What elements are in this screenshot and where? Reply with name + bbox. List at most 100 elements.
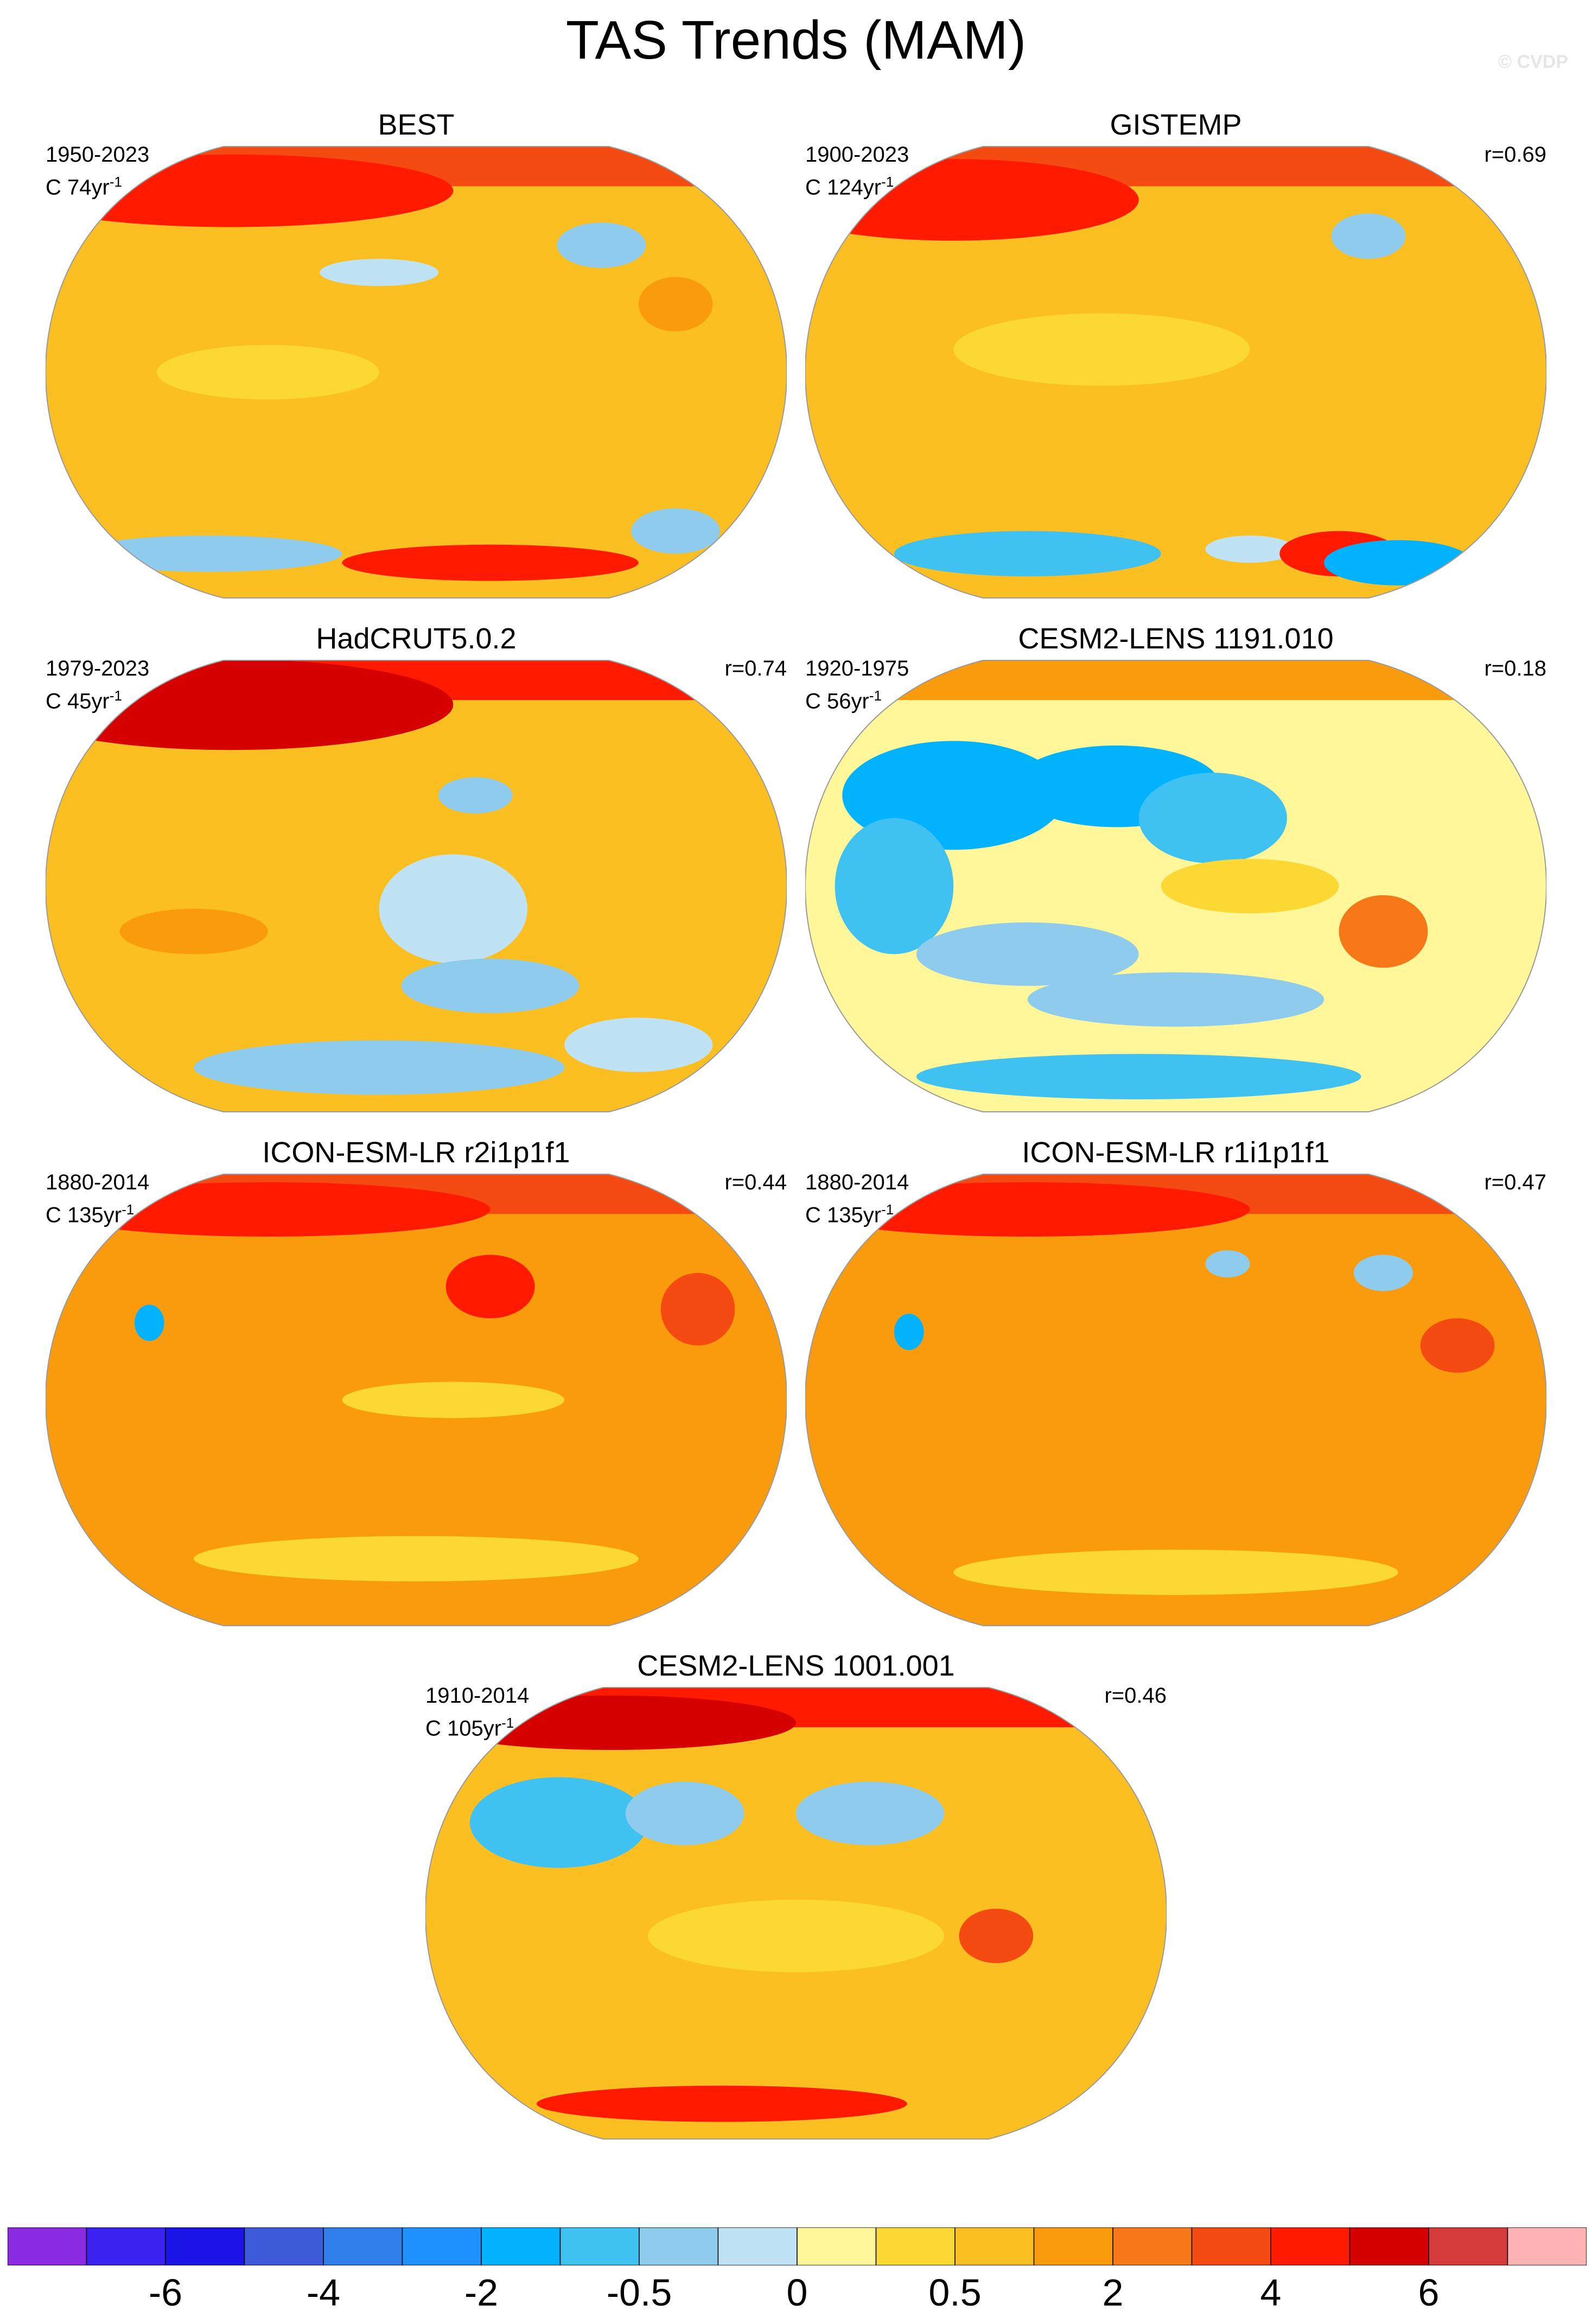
- trend-region: [660, 1272, 735, 1346]
- trend-region: [916, 1054, 1361, 1099]
- map-field: [805, 146, 1546, 598]
- colorbar-swatch: [639, 2227, 719, 2265]
- trend-region: [194, 1040, 565, 1095]
- trend-region: [953, 313, 1250, 386]
- map-panel: ICON-ESM-LR r2i1p1f1 1880-2014 C 135yr-1 r=…: [46, 1136, 787, 1627]
- map-outline: [46, 146, 787, 598]
- panel-title: CESM2-LENS 1191.010: [1018, 622, 1334, 655]
- colorbar-tick-label: 6: [1418, 2271, 1440, 2314]
- map-field: [46, 146, 787, 598]
- colorbar-labels: -6 -4 -2 -0.5 0 0.5 2 4 6: [8, 2268, 1587, 2322]
- panel-correlation: r=0.18: [1484, 657, 1546, 680]
- colorbar-tick-label: -0.5: [606, 2271, 672, 2314]
- trend-region: [342, 1381, 565, 1418]
- trend-region: [959, 1908, 1034, 1963]
- colorbar-swatch: [323, 2227, 403, 2265]
- panel-title: ICON-ESM-LR r2i1p1f1: [262, 1136, 570, 1169]
- trend-region: [916, 922, 1139, 986]
- map-outline: [46, 1174, 787, 1626]
- trend-region: [638, 277, 713, 332]
- trend-region: [75, 535, 342, 572]
- panel-period: 1920-1975: [805, 657, 909, 680]
- arctic-band: [805, 660, 1546, 701]
- panel-title: BEST: [378, 109, 455, 141]
- panel-period: 1880-2014: [805, 1170, 909, 1194]
- map-field: [805, 660, 1546, 1112]
- map-outline: [805, 660, 1546, 1112]
- colorbar-swatch: [165, 2227, 245, 2265]
- map-field: [805, 1174, 1546, 1626]
- watermark: © CVDP: [1498, 52, 1568, 72]
- panel-meta: 1950-2023 C 74yr-1: [46, 141, 149, 201]
- panel-correlation: r=0.47: [1484, 1170, 1546, 1194]
- colorbar-swatch: [1270, 2227, 1351, 2265]
- trend-region: [1161, 858, 1339, 914]
- trend-region: [320, 259, 438, 286]
- colorbar-tick-label: 2: [1102, 2271, 1124, 2314]
- panel-coverage: C 135yr-1: [805, 1201, 894, 1227]
- trend-region: [536, 2085, 907, 2122]
- panel-coverage: C 74yr-1: [46, 174, 122, 200]
- trend-region: [1324, 540, 1473, 585]
- trend-region: [1138, 773, 1287, 864]
- colorbar-tick-label: 0: [786, 2271, 808, 2314]
- trend-region: [835, 818, 954, 954]
- trend-region: [1331, 213, 1406, 259]
- trend-region: [625, 1781, 744, 1845]
- trend-region: [445, 1255, 535, 1319]
- trend-region: [1205, 535, 1295, 563]
- colorbar-swatch: [717, 2227, 798, 2265]
- panel-coverage: C 56yr-1: [805, 687, 882, 714]
- panel-meta: 1979-2023 C 45yr-1: [46, 655, 149, 715]
- trend-region: [647, 1899, 945, 1972]
- trend-region: [156, 345, 379, 400]
- trend-region: [469, 1777, 648, 1868]
- colorbar-swatch: [481, 2227, 561, 2265]
- panel-correlation: r=0.69: [1484, 143, 1546, 167]
- panel-meta: 1900-2023 C 124yr-1: [805, 141, 909, 201]
- colorbar-swatch: [86, 2227, 166, 2265]
- map-panel: CESM2-LENS 1001.001 1910-2014 C 105yr-1 r=0…: [425, 1650, 1167, 2140]
- panel-title: CESM2-LENS 1001.001: [637, 1650, 955, 1682]
- panel-period: 1910-2014: [425, 1684, 530, 1708]
- trend-region: [342, 544, 639, 581]
- trend-region: [1205, 1250, 1250, 1278]
- panel-correlation: r=0.44: [724, 1170, 787, 1194]
- panel-meta: 1880-2014 C 135yr-1: [46, 1169, 149, 1228]
- trend-region: [631, 508, 721, 554]
- trend-region: [401, 958, 580, 1014]
- map-panel: BEST 1950-2023 C 74yr-1: [46, 109, 787, 599]
- trend-region: [194, 1536, 639, 1582]
- trend-region: [894, 1314, 924, 1351]
- colorbar-swatch: [797, 2227, 877, 2265]
- trend-region: [953, 1549, 1398, 1595]
- colorbar-tick-label: -4: [306, 2271, 341, 2314]
- trend-region: [1420, 1318, 1495, 1373]
- map-field: [46, 1174, 787, 1626]
- map-outline: [805, 146, 1546, 598]
- panel-title: GISTEMP: [1110, 109, 1242, 141]
- panel-meta: 1880-2014 C 135yr-1: [805, 1169, 909, 1228]
- trend-region: [379, 854, 527, 964]
- colorbar-swatch: [1033, 2227, 1113, 2265]
- trend-region: [119, 908, 268, 954]
- panel-coverage: C 124yr-1: [805, 174, 894, 200]
- colorbar-swatch: [8, 2227, 87, 2265]
- panel-correlation: r=0.74: [724, 657, 787, 680]
- panel-period: 1900-2023: [805, 143, 909, 167]
- trend-region: [1353, 1255, 1413, 1291]
- panel-period: 1950-2023: [46, 143, 150, 167]
- trend-region: [134, 1304, 164, 1341]
- map-panel: CESM2-LENS 1191.010 1920-1975 C 56yr-1 r=0.…: [805, 622, 1546, 1113]
- colorbar-swatch: [559, 2227, 640, 2265]
- panel-coverage: C 135yr-1: [46, 1201, 135, 1227]
- colorbar-tick-label: -6: [148, 2271, 183, 2314]
- panel-title: HadCRUT5.0.2: [316, 622, 517, 655]
- colorbar-swatch: [244, 2227, 324, 2265]
- panel-correlation: r=0.46: [1104, 1684, 1167, 1708]
- map-panel: HadCRUT5.0.2 1979-2023 C 45yr-1 r=0.74: [46, 622, 787, 1113]
- panel-meta: 1920-1975 C 56yr-1: [805, 655, 909, 715]
- page-title: TAS Trends (MAM): [565, 10, 1027, 71]
- panel-coverage: C 105yr-1: [425, 1715, 514, 1741]
- trend-region: [438, 777, 513, 814]
